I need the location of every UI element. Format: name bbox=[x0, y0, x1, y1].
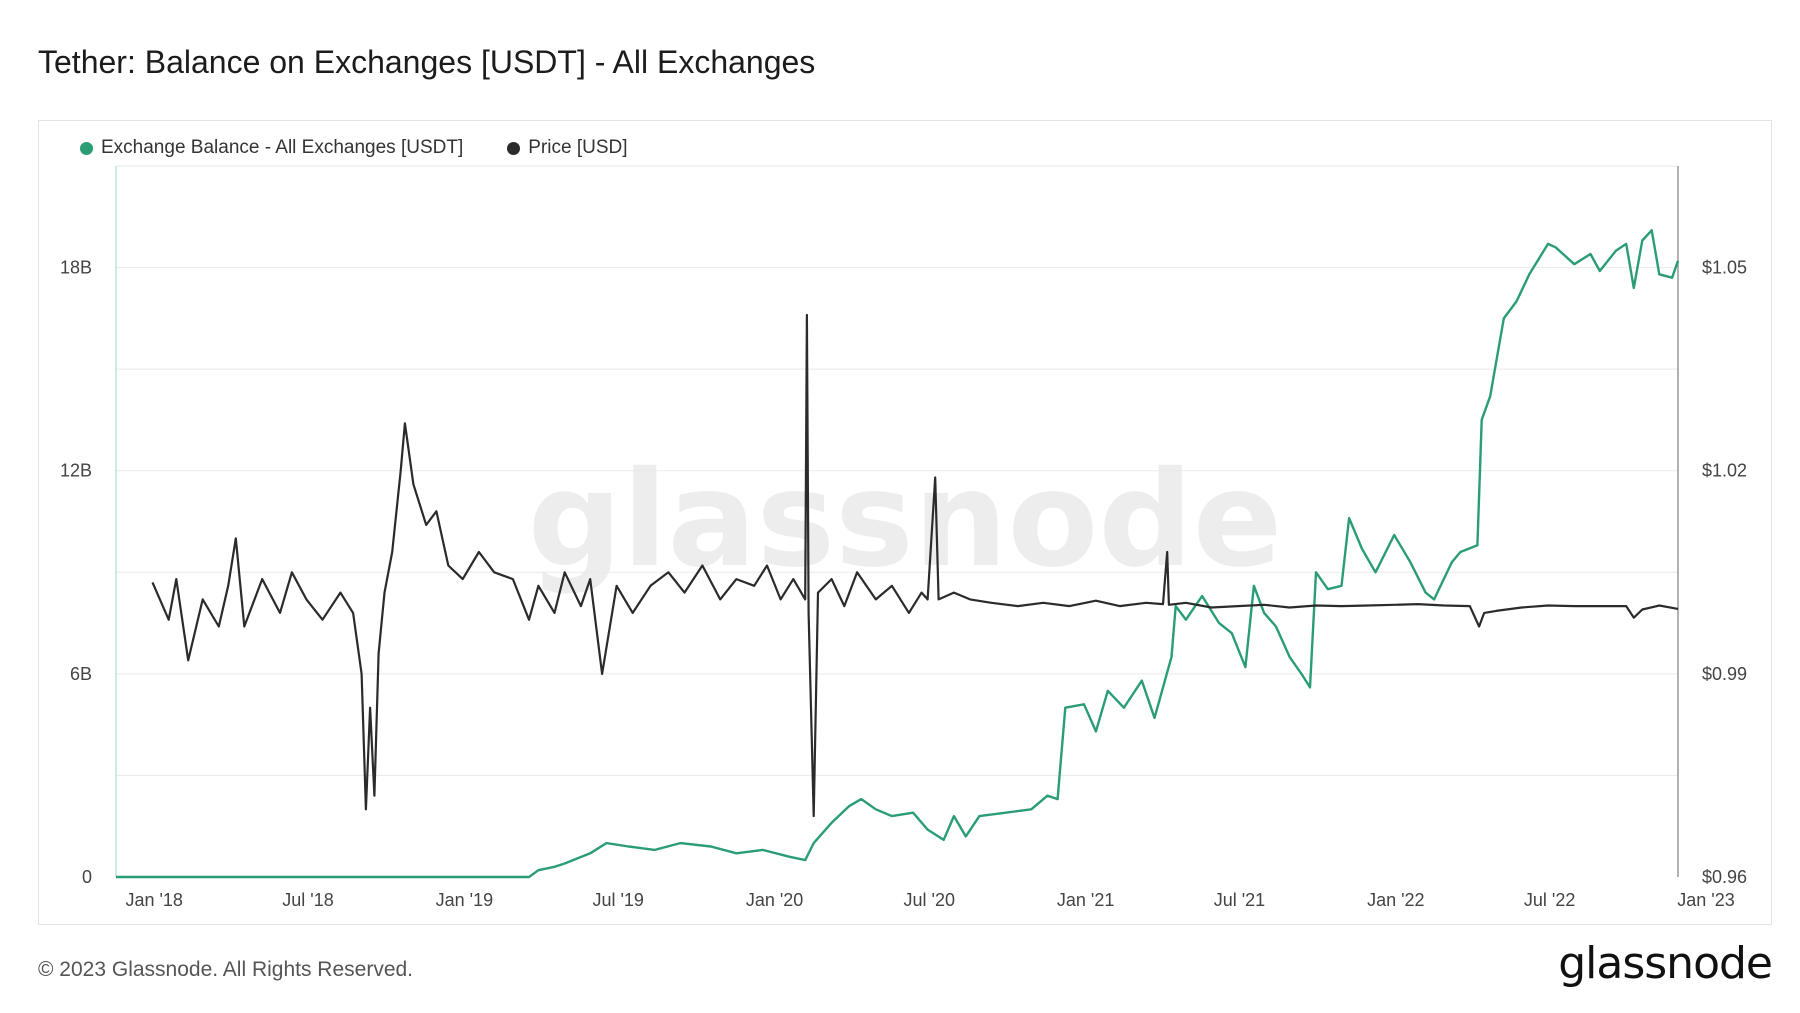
legend-dot-balance bbox=[80, 141, 93, 155]
x-tick-label: Jan '22 bbox=[1367, 890, 1424, 910]
x-tick-label: Jan '20 bbox=[746, 890, 803, 910]
series-line-price bbox=[151, 313, 1679, 818]
y-left-tick-label: 18B bbox=[60, 258, 92, 278]
x-tick-label: Jan '19 bbox=[436, 890, 493, 910]
copyright-text: © 2023 Glassnode. All Rights Reserved. bbox=[38, 958, 414, 981]
chart-title: Tether: Balance on Exchanges [USDT] - Al… bbox=[38, 44, 816, 80]
x-tick-label: Jan '21 bbox=[1057, 890, 1114, 910]
legend-item-price[interactable]: Price [USD] bbox=[507, 137, 628, 159]
y-right-tick-label: $0.96 bbox=[1702, 867, 1747, 887]
y-right-tick-label: $1.02 bbox=[1702, 461, 1747, 481]
y-left-tick-label: 6B bbox=[70, 664, 92, 684]
x-tick-label: Jul '21 bbox=[1214, 890, 1265, 910]
chart-legend: Exchange Balance - All Exchanges [USDT] … bbox=[80, 137, 628, 159]
chart-watermark: glassnode bbox=[528, 443, 1283, 597]
x-tick-label: Jul '19 bbox=[592, 890, 643, 910]
x-tick-label: Jul '22 bbox=[1524, 890, 1575, 910]
legend-item-balance[interactable]: Exchange Balance - All Exchanges [USDT] bbox=[80, 137, 463, 159]
y-left-tick-label: 0 bbox=[82, 867, 92, 887]
legend-dot-price bbox=[507, 141, 521, 155]
y-right-tick-label: $0.99 bbox=[1702, 664, 1747, 684]
legend-label-price: Price [USD] bbox=[528, 137, 628, 158]
chart-panel bbox=[38, 120, 1772, 925]
x-tick-label: Jul '18 bbox=[282, 890, 333, 910]
x-tick-label: Jul '20 bbox=[904, 890, 955, 910]
y-right-tick-label: $1.05 bbox=[1702, 258, 1747, 278]
chart-grid bbox=[116, 165, 1678, 776]
x-tick-label: Jan '23 bbox=[1677, 890, 1734, 910]
series-line-balance bbox=[116, 229, 1680, 879]
x-tick-label: Jan '18 bbox=[125, 890, 182, 910]
chart-series bbox=[116, 229, 1680, 879]
chart-axes: 0 6B 12B 18B $0.96 $0.99 $1.02 $1.05 Jan '18 Jul … bbox=[60, 166, 1747, 910]
y-left-tick-label: 12B bbox=[60, 461, 92, 481]
legend-label-balance: Exchange Balance - All Exchanges [USDT] bbox=[101, 137, 464, 158]
glassnode-logo: glassnode bbox=[1558, 938, 1773, 989]
